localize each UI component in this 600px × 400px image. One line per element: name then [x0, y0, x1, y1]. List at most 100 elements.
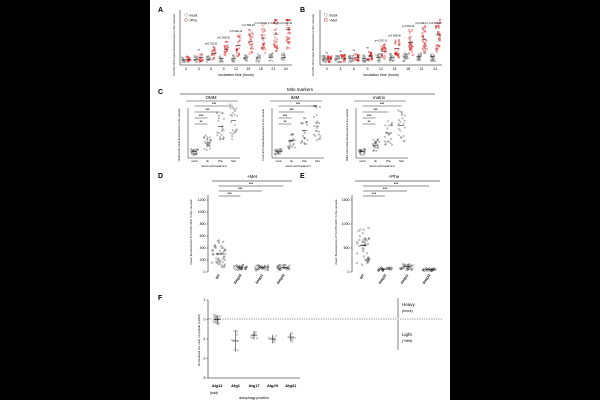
data-point: [223, 264, 226, 267]
data-point: [398, 41, 401, 43]
data-point: [390, 143, 393, 146]
data-point: [187, 60, 190, 63]
data-point: [236, 35, 239, 38]
data-point: [232, 60, 235, 63]
data-point: [388, 60, 391, 63]
data-point: [364, 238, 367, 241]
data-point: [433, 60, 436, 62]
data-point: [280, 58, 283, 60]
data-point: [251, 31, 253, 34]
data-point: [274, 338, 277, 341]
data-point: [208, 145, 211, 147]
panel-b-xticks: 0 3 6 9 12 15 18 21 24: [326, 67, 437, 71]
data-point: [274, 334, 277, 337]
data-point: [222, 246, 225, 249]
data-point: [399, 266, 402, 269]
data-point: [216, 134, 219, 137]
subpanel-xlabel: amino acid treatment: [285, 164, 310, 168]
data-point: [275, 44, 278, 47]
data-point: [289, 41, 292, 44]
data-point: [276, 22, 278, 25]
data-point: [224, 47, 227, 50]
data-point: [276, 47, 279, 50]
data-point: [192, 153, 194, 156]
data-point: [275, 28, 278, 31]
panel-b-legend-met: +Met: [329, 18, 337, 22]
data-point: [212, 320, 215, 323]
data-point: [271, 52, 274, 55]
data-point: [181, 56, 184, 59]
data-point: [186, 55, 189, 58]
p-value-label: p=1.97E-10: [375, 39, 388, 42]
data-point: [390, 138, 393, 140]
y-tick-label: 1000: [342, 222, 350, 226]
data-point: [397, 48, 400, 51]
x-tick-label: Phe: [386, 159, 391, 163]
data-point: [328, 61, 331, 63]
data-point: [381, 56, 384, 59]
data-point: [281, 52, 284, 55]
data-point: [381, 53, 383, 56]
panel-c-label: C: [158, 89, 163, 96]
data-point: [398, 56, 400, 59]
subpanel-ylabel: Cox4-mCh mean fluorescence in the vacuol…: [261, 109, 265, 161]
data-point: [293, 336, 296, 339]
sig-stars: ***: [238, 187, 243, 191]
data-point: [404, 119, 406, 122]
data-point: [286, 19, 289, 21]
data-point: [385, 131, 388, 134]
data-point: [219, 260, 222, 263]
data-point: [283, 59, 285, 62]
data-point: [425, 48, 428, 51]
data-point: [433, 55, 435, 58]
data-point: [302, 122, 305, 124]
x-tick-label: mock: [275, 159, 282, 163]
data-point: [253, 331, 256, 334]
data-point: [411, 29, 414, 32]
x-tick-label: Atg31: [285, 383, 297, 388]
data-point: [219, 138, 222, 140]
p-value-label: p=2.00E-13: [415, 22, 428, 25]
data-point: [218, 241, 221, 244]
data-point: [380, 49, 383, 51]
data-point: [182, 58, 185, 61]
data-point: [277, 152, 280, 154]
data-point: [211, 261, 214, 264]
p-value-label: p=5.00E-10: [230, 30, 243, 33]
data-point: [389, 53, 391, 56]
data-point: [370, 53, 373, 56]
data-point: [238, 268, 241, 271]
data-point: [221, 252, 224, 255]
data-point: [315, 125, 318, 127]
data-point: [250, 43, 253, 46]
data-point: [275, 38, 278, 41]
data-point: [251, 33, 254, 36]
data-point: [360, 244, 363, 247]
data-point: [318, 133, 320, 136]
data-point: [378, 53, 381, 55]
data-point: [388, 268, 391, 271]
data-point: [300, 142, 302, 144]
data-point: [408, 41, 411, 44]
x-tick-label: Δatg32: [276, 273, 286, 285]
data-point: [259, 53, 262, 56]
data-point: [283, 52, 285, 55]
data-point: [206, 59, 209, 62]
data-point: [383, 49, 386, 52]
panel-f-marks: [212, 313, 296, 352]
data-point: [289, 333, 292, 336]
data-point: [288, 264, 291, 267]
data-point: [289, 19, 291, 21]
data-point: [289, 144, 292, 147]
data-point: [250, 336, 253, 339]
x-tick-label: Atg17: [248, 383, 260, 388]
data-point: [226, 41, 229, 43]
data-point: [315, 106, 318, 109]
data-point: [423, 51, 426, 54]
data-point: [408, 31, 411, 34]
data-point: [216, 252, 219, 255]
data-point: [358, 244, 361, 247]
data-point: [376, 55, 379, 58]
data-point: [217, 117, 220, 119]
data-point: [249, 51, 252, 54]
